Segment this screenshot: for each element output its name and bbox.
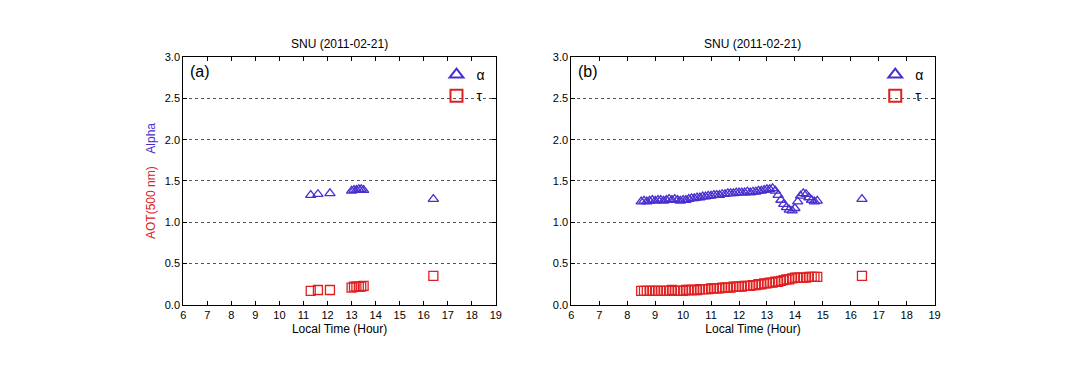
svg-text:α: α — [476, 67, 484, 83]
svg-text:Local Time (Hour): Local Time (Hour) — [292, 322, 387, 336]
svg-text:12: 12 — [733, 309, 745, 321]
svg-text:3.0: 3.0 — [165, 51, 180, 63]
svg-text:2.5: 2.5 — [553, 92, 568, 104]
svg-text:13: 13 — [345, 309, 357, 321]
svg-text:8: 8 — [624, 309, 630, 321]
svg-text:16: 16 — [845, 309, 857, 321]
svg-text:τ: τ — [915, 88, 921, 104]
svg-text:7: 7 — [204, 309, 210, 321]
svg-text:18: 18 — [901, 309, 913, 321]
svg-text:Local Time (Hour): Local Time (Hour) — [705, 322, 800, 336]
svg-text:15: 15 — [817, 309, 829, 321]
svg-text:16: 16 — [418, 309, 430, 321]
svg-text:SNU (2011-02-21): SNU (2011-02-21) — [704, 37, 801, 51]
svg-text:9: 9 — [652, 309, 658, 321]
svg-text:17: 17 — [442, 309, 454, 321]
svg-text:9: 9 — [252, 309, 258, 321]
svg-text:8: 8 — [228, 309, 234, 321]
svg-text:2.0: 2.0 — [553, 134, 568, 146]
svg-text:15: 15 — [394, 309, 406, 321]
svg-text:11: 11 — [705, 309, 716, 321]
svg-text:17: 17 — [873, 309, 885, 321]
svg-text:0.0: 0.0 — [165, 299, 180, 311]
svg-text:19: 19 — [929, 309, 941, 321]
svg-text:(b): (b) — [578, 63, 598, 80]
svg-text:α: α — [915, 67, 923, 83]
svg-text:2.0: 2.0 — [165, 134, 180, 146]
svg-text:1.0: 1.0 — [165, 216, 180, 228]
svg-text:12: 12 — [321, 309, 333, 321]
svg-text:11: 11 — [298, 309, 309, 321]
svg-text:13: 13 — [761, 309, 773, 321]
svg-text:14: 14 — [789, 309, 801, 321]
svg-text:19: 19 — [490, 309, 502, 321]
svg-text:1.5: 1.5 — [553, 175, 568, 187]
svg-text:7: 7 — [596, 309, 602, 321]
svg-text:18: 18 — [466, 309, 478, 321]
svg-text:10: 10 — [273, 309, 285, 321]
svg-text:0.5: 0.5 — [165, 257, 180, 269]
svg-text:2.5: 2.5 — [165, 92, 180, 104]
svg-text:(a): (a) — [190, 63, 210, 80]
svg-text:14: 14 — [370, 309, 382, 321]
svg-text:0.0: 0.0 — [553, 299, 568, 311]
svg-text:0.5: 0.5 — [553, 257, 568, 269]
svg-text:6: 6 — [568, 309, 574, 321]
svg-text:SNU (2011-02-21): SNU (2011-02-21) — [291, 37, 388, 51]
svg-text:τ: τ — [476, 88, 482, 104]
svg-text:1.0: 1.0 — [553, 216, 568, 228]
svg-text:3.0: 3.0 — [553, 51, 568, 63]
svg-text:6: 6 — [180, 309, 186, 321]
svg-text:10: 10 — [677, 309, 689, 321]
svg-text:AOT(500 nm) Alpha: AOT(500 nm) Alpha — [144, 123, 158, 239]
svg-text:1.5: 1.5 — [165, 175, 180, 187]
